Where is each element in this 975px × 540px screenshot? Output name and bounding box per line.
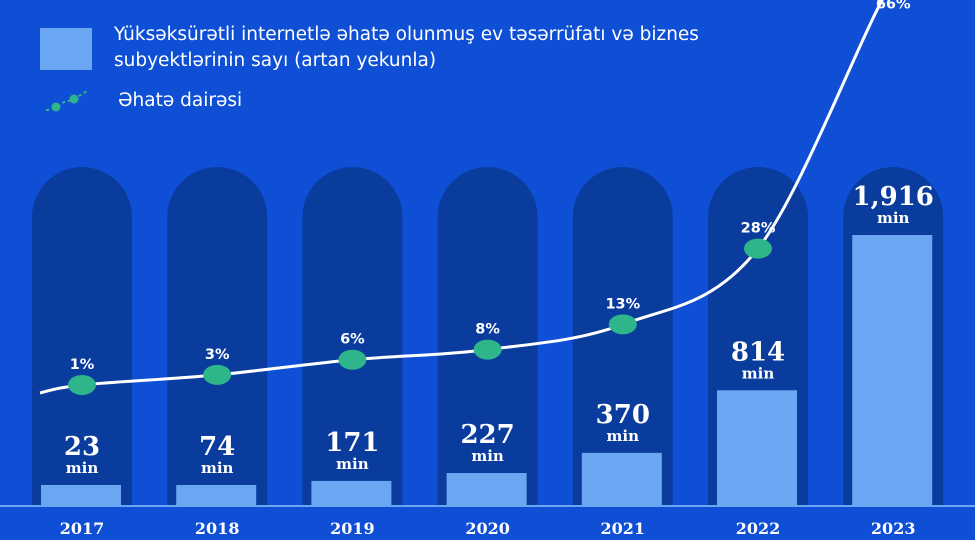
background-column bbox=[32, 167, 132, 505]
legend-line-label: Əhatə dairəsi bbox=[118, 90, 243, 111]
bar-unit-label: min bbox=[877, 209, 910, 227]
bar-value-label: 814 bbox=[731, 337, 785, 367]
coverage-point bbox=[473, 339, 502, 360]
bar-unit-label: min bbox=[201, 459, 234, 477]
bar-unit-label: min bbox=[336, 455, 369, 473]
bar-value-label: 74 bbox=[199, 432, 235, 462]
bar-unit-label: min bbox=[66, 459, 99, 477]
bar-2018 bbox=[176, 485, 257, 505]
bars bbox=[41, 235, 933, 505]
background-column bbox=[437, 167, 538, 505]
coverage-point bbox=[744, 238, 772, 259]
bar-value-label: 171 bbox=[325, 428, 379, 458]
trend-line-icon bbox=[45, 90, 89, 112]
coverage-label: 66% bbox=[876, 0, 911, 13]
coverage-label: 1% bbox=[70, 357, 95, 373]
coverage-point bbox=[203, 364, 232, 385]
bar-2020 bbox=[446, 473, 527, 505]
bar-2023 bbox=[852, 235, 933, 505]
coverage-point bbox=[338, 349, 367, 370]
legend-item-bars: Yüksəksürətli internetlə əhatə olunmuş e… bbox=[40, 22, 834, 74]
coverage-label: 13% bbox=[605, 296, 640, 312]
bar-2021 bbox=[581, 452, 662, 505]
coverage-label: 6% bbox=[340, 332, 365, 348]
bar-2019 bbox=[311, 480, 392, 505]
x-tick-label: 2018 bbox=[195, 519, 240, 538]
coverage-line-group: 1% 3% 6% 8% 13% 28% 66% bbox=[39, 0, 911, 395]
legend-bar-swatch bbox=[40, 28, 92, 70]
x-tick-label: 2022 bbox=[736, 519, 781, 538]
coverage-label: 8% bbox=[475, 322, 500, 338]
bar-unit-label: min bbox=[471, 447, 504, 465]
legend-item-line: Əhatə dairəsi bbox=[40, 88, 834, 114]
bar-value-label: 370 bbox=[596, 400, 650, 430]
bar-value-labels: 23min74min171min227min370min814min1,916m… bbox=[64, 182, 934, 477]
x-tick-label: 2017 bbox=[60, 519, 105, 538]
x-tick-label: 2020 bbox=[465, 519, 510, 538]
background-column bbox=[167, 167, 268, 506]
bar-unit-label: min bbox=[742, 364, 775, 382]
bar-2017 bbox=[41, 485, 121, 505]
bar-value-label: 1,916 bbox=[852, 182, 933, 212]
x-tick-label: 2023 bbox=[871, 519, 916, 538]
x-axis-tick-labels: 2017 2018 2019 2020 2021 2022 2023 bbox=[60, 519, 916, 538]
bar-value-label: 227 bbox=[460, 420, 514, 450]
chart-legend: Yüksəksürətli internetlə əhatə olunmuş e… bbox=[40, 22, 834, 114]
background-column bbox=[302, 167, 403, 506]
x-tick-label: 2019 bbox=[330, 519, 375, 538]
coverage-point bbox=[68, 374, 96, 395]
coverage-point bbox=[608, 314, 637, 335]
bar-value-label: 23 bbox=[64, 432, 100, 462]
coverage-label: 3% bbox=[205, 347, 230, 363]
bar-unit-label: min bbox=[607, 427, 640, 445]
legend-bars-label: Yüksəksürətli internetlə əhatə olunmuş e… bbox=[114, 24, 699, 71]
coverage-line bbox=[39, 0, 884, 395]
bar-2022 bbox=[717, 390, 797, 505]
coverage-label: 28% bbox=[741, 221, 776, 237]
background-column bbox=[572, 166, 673, 505]
x-tick-label: 2021 bbox=[601, 519, 646, 538]
